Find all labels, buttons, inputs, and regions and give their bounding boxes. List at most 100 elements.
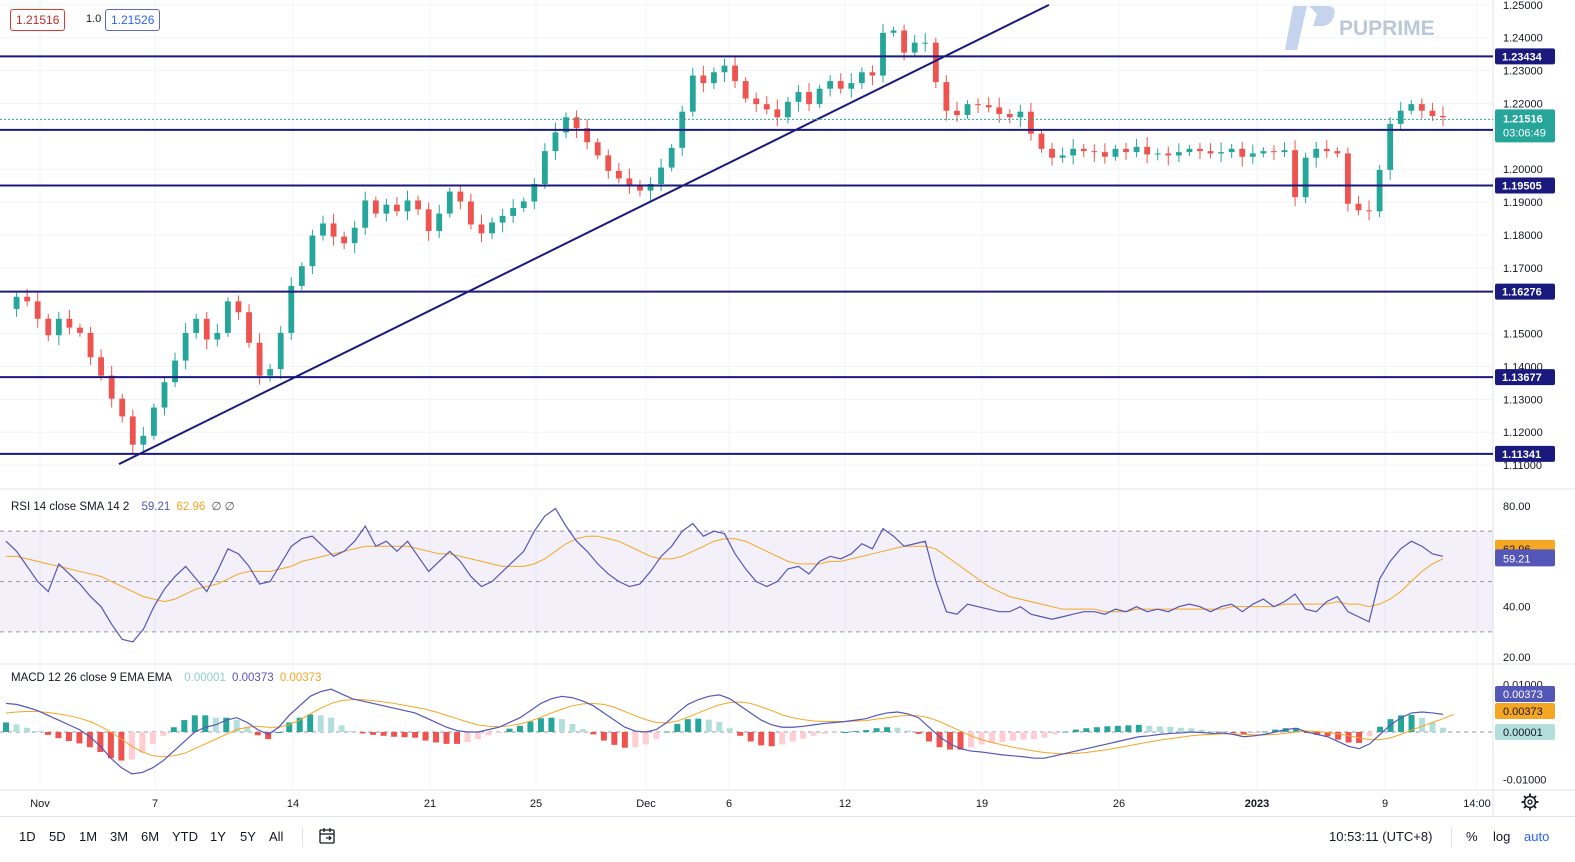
candle-body (1133, 146, 1140, 153)
log-scale-toggle[interactable]: log (1493, 829, 1511, 844)
range-1d-button[interactable]: 1D (19, 829, 36, 844)
candle-body (1197, 148, 1203, 152)
range-1y-button[interactable]: 1Y (210, 829, 226, 844)
percent-scale-toggle[interactable]: % (1466, 829, 1478, 844)
macd-histogram-bar (967, 732, 974, 748)
candle-body (732, 65, 738, 82)
candle-body (816, 88, 823, 105)
rsi-label: RSI 14 close SMA 14 2 (11, 501, 130, 513)
macd-histogram-bar (107, 732, 114, 759)
macd-histogram-bar (915, 732, 922, 734)
x-tick-label: 2023 (1245, 798, 1269, 810)
macd-histogram-bar (537, 718, 544, 732)
rsi-tag-label: 59.21 (1503, 553, 1531, 565)
candle-body (1418, 104, 1425, 111)
macd-histogram-bar (1377, 726, 1384, 732)
macd-histogram-bar (1051, 732, 1058, 735)
range-5y-button[interactable]: 5Y (240, 829, 256, 844)
macd-histogram-bar (663, 731, 670, 733)
macd-histogram-bar (3, 722, 9, 732)
x-tick-label: Dec (636, 798, 656, 810)
bid-price[interactable]: 1.21516 (10, 9, 66, 31)
macd-histogram-bar (1408, 714, 1415, 732)
macd-histogram-bar (1135, 724, 1142, 732)
macd-signal-tag (1495, 703, 1555, 719)
x-tick-label: 7 (152, 798, 158, 810)
candle-body (415, 200, 421, 210)
candle-body (1429, 110, 1436, 116)
macd-histogram-bar (412, 732, 419, 738)
range-3m-button[interactable]: 3M (110, 829, 129, 844)
rsi-legend[interactable]: RSI 14 close SMA 14 2 59.21 62.96 ∅ ∅ (11, 499, 238, 513)
macd-hist-tag (1495, 724, 1555, 740)
clock-readout[interactable]: 10:53:11 (UTC+8) (1329, 829, 1433, 844)
range-6m-button[interactable]: 6M (141, 829, 160, 844)
macd-histogram-bar (695, 718, 702, 732)
candle-body (795, 91, 802, 102)
candle-body (362, 200, 369, 228)
x-tick-label: Nov (30, 798, 50, 810)
macd-histogram-bar (1419, 717, 1426, 732)
x-tick-label: 12 (839, 798, 851, 810)
candle-body (1165, 153, 1172, 156)
macd-histogram-bar (527, 721, 534, 732)
ask-price[interactable]: 1.21526 (105, 9, 161, 31)
macd-histogram-bar (1398, 715, 1405, 732)
candle-body (129, 416, 136, 445)
macd-histogram-bar (118, 732, 125, 761)
macd-histogram-bar (611, 732, 618, 745)
macd-histogram-bar (1366, 732, 1373, 737)
macd-histogram-bar (884, 727, 891, 732)
macd-histogram-bar (359, 732, 366, 734)
candle-body (267, 369, 274, 376)
candle-body (1440, 115, 1446, 118)
macd-histogram-bar (516, 725, 523, 732)
macd-histogram-bar (894, 727, 901, 732)
macd-histogram-bar (1041, 732, 1048, 738)
x-tick-label: 19 (976, 798, 988, 810)
macd-histogram-bar (747, 732, 754, 742)
macd-histogram-bar (705, 719, 712, 732)
macd-histogram-bar (1335, 732, 1342, 740)
price-tick-label: 1.25000 (1503, 0, 1543, 12)
macd-histogram-bar (1083, 728, 1090, 732)
macd-histogram-bar (569, 723, 576, 732)
macd-histogram-bar (768, 732, 775, 747)
price-tick-label: 1.11000 (1503, 460, 1542, 472)
macd-histogram-bar (1314, 732, 1321, 735)
macd-histogram-bar (936, 732, 943, 748)
x-tick-label: 9 (1382, 798, 1388, 810)
candle-body (404, 200, 411, 212)
macd-histogram-bar (1198, 729, 1205, 732)
candle-body (87, 332, 94, 358)
level-price-tag (1495, 177, 1555, 194)
gear-icon[interactable] (1521, 793, 1539, 811)
level-price-tag (1495, 445, 1555, 462)
auto-scale-toggle[interactable]: auto (1524, 829, 1550, 844)
candle-body (1355, 203, 1362, 211)
calendar-range-icon[interactable] (318, 827, 336, 845)
candle-body (151, 407, 157, 436)
macd-tag-label: 0.00373 (1503, 689, 1543, 701)
candle-body (827, 81, 834, 89)
macd-tick-label: -0.01000 (1503, 775, 1546, 787)
macd-histogram-bar (789, 732, 796, 742)
macd-legend[interactable]: MACD 12 26 close 9 EMA EMA 0.00001 0.003… (11, 672, 324, 684)
candle-body (711, 72, 717, 84)
candle-body (224, 301, 231, 333)
toolbar-divider (1451, 827, 1452, 847)
candle-body (1186, 148, 1193, 153)
range-ytd-button[interactable]: YTD (172, 829, 198, 844)
macd-histogram-bar (737, 732, 744, 736)
range-1m-button[interactable]: 1M (79, 829, 98, 844)
macd-histogram-bar (181, 720, 188, 732)
rsi-tick-label: 80.00 (1503, 501, 1531, 513)
range-5d-button[interactable]: 5D (49, 829, 66, 844)
macd-histogram-bar (391, 732, 398, 737)
range-all-button[interactable]: All (269, 829, 284, 844)
macd-histogram-bar (800, 732, 807, 739)
candle-body (98, 357, 105, 376)
candle-body (119, 398, 126, 417)
level-price-label: 1.13677 (1502, 372, 1542, 384)
